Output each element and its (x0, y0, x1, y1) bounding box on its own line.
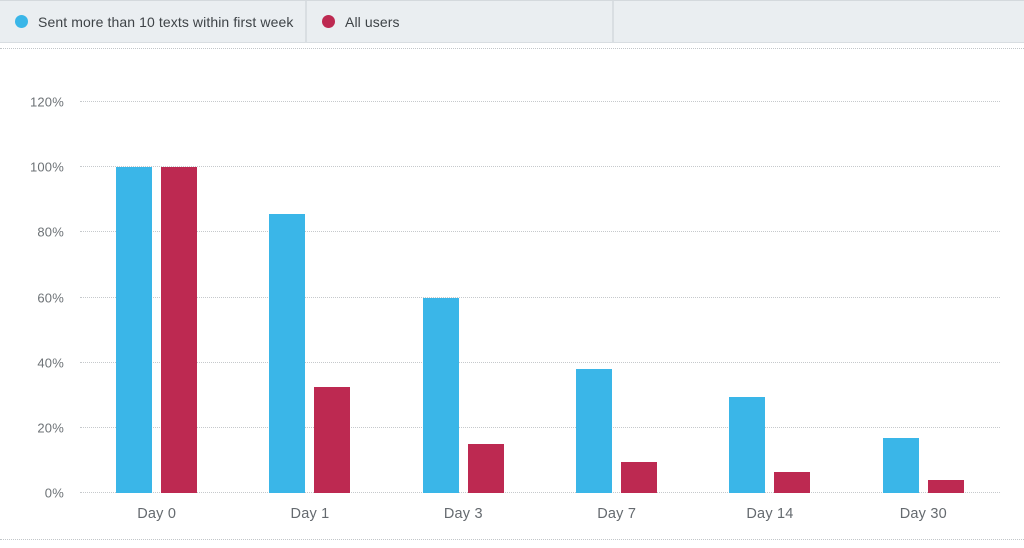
gridline-100 (80, 166, 1000, 168)
y-tick-label-60: 60% (37, 290, 64, 305)
bar-red-day-0[interactable] (161, 167, 198, 493)
gridline-120 (80, 101, 1000, 102)
gridline-20 (80, 426, 1000, 428)
bar-blue-day-30[interactable] (882, 437, 919, 493)
y-tick-label-120: 120% (29, 94, 64, 110)
x-tick-day-7: Day 7 (597, 506, 637, 522)
y-tick-label-20: 20% (37, 420, 64, 436)
bar-red-day-7[interactable] (621, 462, 658, 493)
bar-groups (80, 102, 1000, 493)
bottom-dotted-separator (0, 539, 1024, 540)
gridline-60 (80, 296, 1000, 298)
legend-item-sent-texts[interactable]: Sent more than 10 texts within first wee… (0, 1, 307, 42)
legend-item-label: All users (345, 13, 400, 30)
legend-empty-cell (614, 1, 1024, 42)
bar-red-day-3[interactable] (467, 444, 504, 493)
plot-area (80, 101, 1000, 493)
bar-blue-day-3[interactable] (422, 297, 459, 493)
x-tick-day-3: Day 3 (443, 506, 483, 522)
y-axis: 0% 20% 40% 60% 80% 100% 120% (0, 96, 64, 500)
gridline-0 (80, 492, 1000, 493)
y-tick-label-0: 0% (44, 485, 64, 501)
bar-group-day-14 (693, 102, 846, 493)
x-tick-day-30: Day 30 (899, 506, 947, 522)
bar-group-day-30 (847, 102, 1000, 493)
bar-group-day-3 (387, 102, 540, 493)
y-tick-label-80: 80% (37, 224, 64, 240)
bar-blue-day-7[interactable] (576, 369, 613, 493)
x-tick-day-0: Day 0 (137, 506, 177, 522)
bar-group-day-0 (80, 102, 233, 493)
bar-red-day-1[interactable] (314, 387, 351, 493)
gridline-40 (80, 361, 1000, 363)
bar-blue-day-0[interactable] (116, 167, 153, 493)
x-tick-day-14: Day 14 (746, 506, 794, 522)
bar-group-day-7 (540, 102, 693, 493)
chart-legend: Sent more than 10 texts within first wee… (0, 0, 1024, 43)
bar-group-day-1 (233, 102, 386, 493)
y-tick-label-40: 40% (37, 355, 64, 371)
bar-blue-day-14[interactable] (729, 396, 766, 493)
y-tick-label-100: 100% (29, 159, 64, 175)
legend-item-all-users[interactable]: All users (307, 1, 614, 42)
bar-blue-day-1[interactable] (269, 214, 306, 493)
x-tick-day-1: Day 1 (290, 506, 330, 522)
bar-red-day-30[interactable] (927, 479, 964, 493)
bar-red-day-14[interactable] (774, 471, 811, 493)
legend-swatch-blue-icon (15, 15, 28, 28)
gridline-80 (80, 231, 1000, 233)
legend-item-label: Sent more than 10 texts within first wee… (38, 13, 294, 30)
x-axis: Day 0 Day 1 Day 3 Day 7 Day 14 Day 30 (80, 504, 1000, 524)
top-dotted-separator (0, 48, 1024, 49)
legend-swatch-red-icon (322, 15, 335, 28)
